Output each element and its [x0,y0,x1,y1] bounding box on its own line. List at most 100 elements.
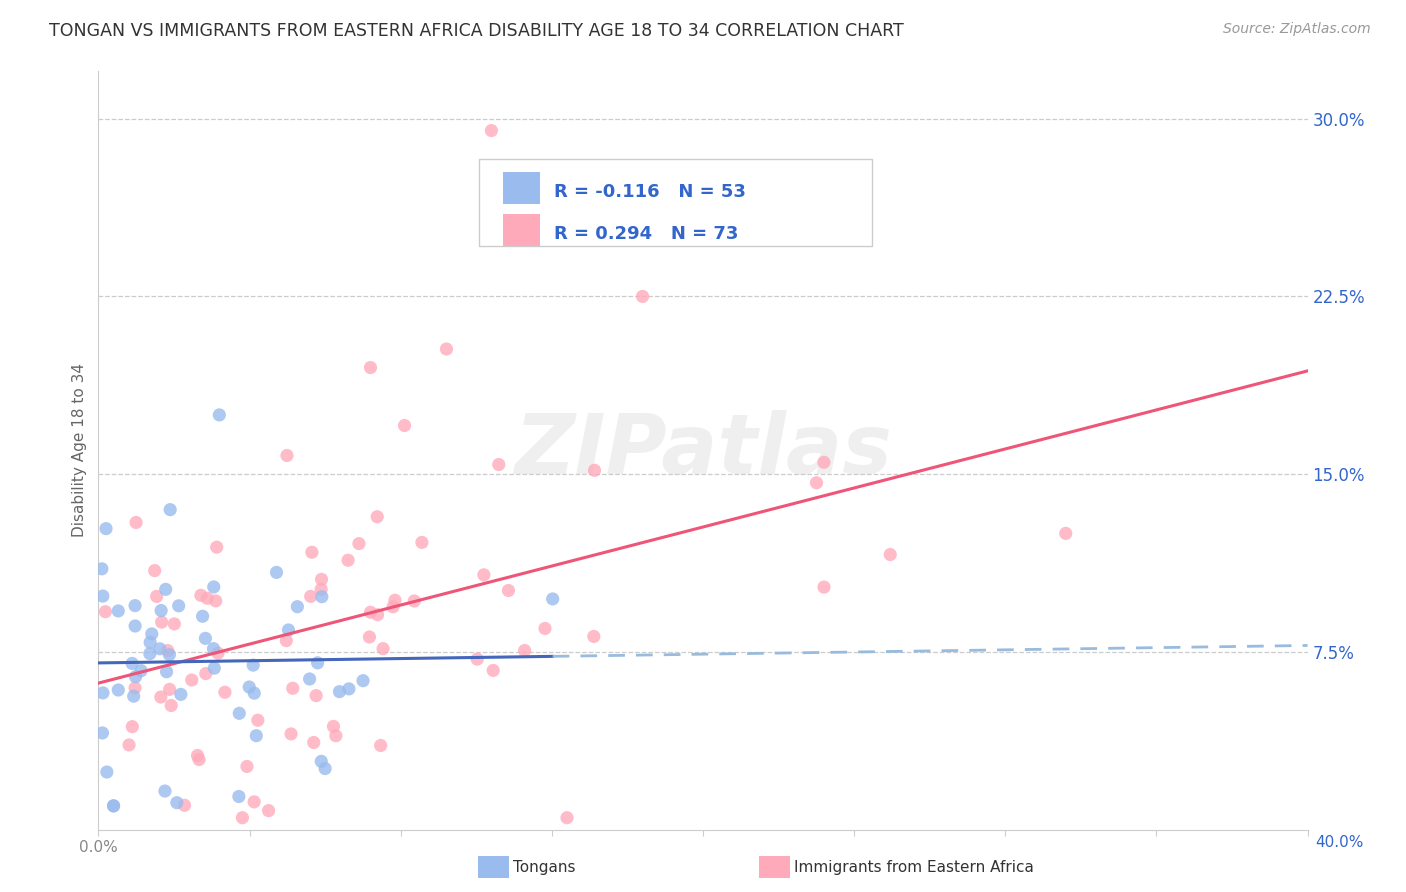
Point [90,562,112,576]
Point [498,583,520,598]
Point [103,798,125,813]
Point [488,458,510,472]
Text: ZIPatlas: ZIPatlas [515,410,891,491]
Point [285,599,308,614]
Point [121,720,143,734]
Point [322,719,344,733]
Point [188,753,211,767]
Point [91,726,114,740]
Point [1054,526,1077,541]
Point [384,593,406,607]
Point [91,589,114,603]
Point [236,759,259,773]
Point [813,455,835,469]
Point [157,648,180,662]
Text: R = 0.294   N = 73: R = 0.294 N = 73 [554,225,738,243]
Point [411,535,433,549]
Point [170,687,193,701]
Point [96,765,118,780]
Point [118,738,141,752]
Point [159,502,181,516]
Point [124,619,146,633]
Point [190,588,212,602]
Y-axis label: Disability Age 18 to 34: Disability Age 18 to 34 [72,363,87,538]
Point [149,690,172,704]
Point [107,683,129,698]
Point [534,622,557,636]
Point [366,509,388,524]
Point [124,599,146,613]
Point [231,811,253,825]
Text: Source: ZipAtlas.com: Source: ZipAtlas.com [1223,22,1371,37]
Point [150,603,173,617]
Point [141,627,163,641]
Point [129,664,152,678]
Point [631,289,654,303]
Point [160,698,183,713]
Point [266,566,288,580]
Point [153,784,176,798]
Point [124,681,146,695]
Point [370,739,392,753]
Point [337,553,360,567]
Point [243,795,266,809]
Point [305,689,328,703]
Point [481,123,503,137]
Point [202,641,225,656]
Point [276,449,298,463]
Point [307,656,329,670]
Point [139,635,162,649]
Point [325,729,347,743]
Point [257,804,280,818]
Point [180,673,202,687]
Point [205,540,228,554]
Point [107,604,129,618]
Point [238,680,260,694]
Text: 40.0%: 40.0% [1316,836,1364,850]
Point [91,686,114,700]
Point [367,607,389,622]
Point [360,360,382,375]
Point [555,811,578,825]
Point [302,735,325,749]
Point [301,545,323,559]
Point [280,727,302,741]
Point [382,599,405,614]
Point [228,789,250,804]
Point [94,522,117,536]
Point [143,564,166,578]
Text: TONGAN VS IMMIGRANTS FROM EASTERN AFRICA DISABILITY AGE 18 TO 34 CORRELATION CHA: TONGAN VS IMMIGRANTS FROM EASTERN AFRICA… [49,22,904,40]
Point [121,657,143,671]
Point [191,609,214,624]
Point [582,630,605,644]
Point [149,641,172,656]
Text: Immigrants from Eastern Africa: Immigrants from Eastern Africa [794,860,1035,874]
Point [202,661,225,675]
Point [583,463,606,477]
Point [163,616,186,631]
Point [298,672,321,686]
Point [879,548,901,562]
Point [208,408,231,422]
Point [806,475,828,490]
Point [242,658,264,673]
Point [311,590,333,604]
Point [394,418,416,433]
Point [465,652,488,666]
Point [156,643,179,657]
Point [94,605,117,619]
Point [246,713,269,727]
Point [202,580,225,594]
Point [150,615,173,629]
Point [541,591,564,606]
Point [204,594,226,608]
Point [214,685,236,699]
Point [186,748,208,763]
Point [166,796,188,810]
Point [359,630,381,644]
Point [309,755,332,769]
Point [472,567,495,582]
Bar [503,214,540,246]
Point [155,582,177,597]
Point [159,682,181,697]
